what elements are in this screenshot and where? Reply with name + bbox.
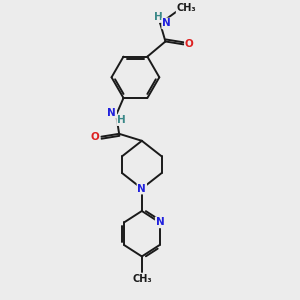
Text: H: H [117, 115, 126, 125]
Text: O: O [91, 132, 100, 142]
Text: CH₃: CH₃ [132, 274, 152, 284]
Text: O: O [185, 39, 194, 50]
Text: N: N [137, 184, 146, 194]
Text: CH₃: CH₃ [177, 3, 196, 13]
Text: H: H [154, 12, 163, 22]
Text: N: N [162, 18, 171, 28]
Text: N: N [107, 107, 116, 118]
Text: N: N [156, 218, 164, 227]
